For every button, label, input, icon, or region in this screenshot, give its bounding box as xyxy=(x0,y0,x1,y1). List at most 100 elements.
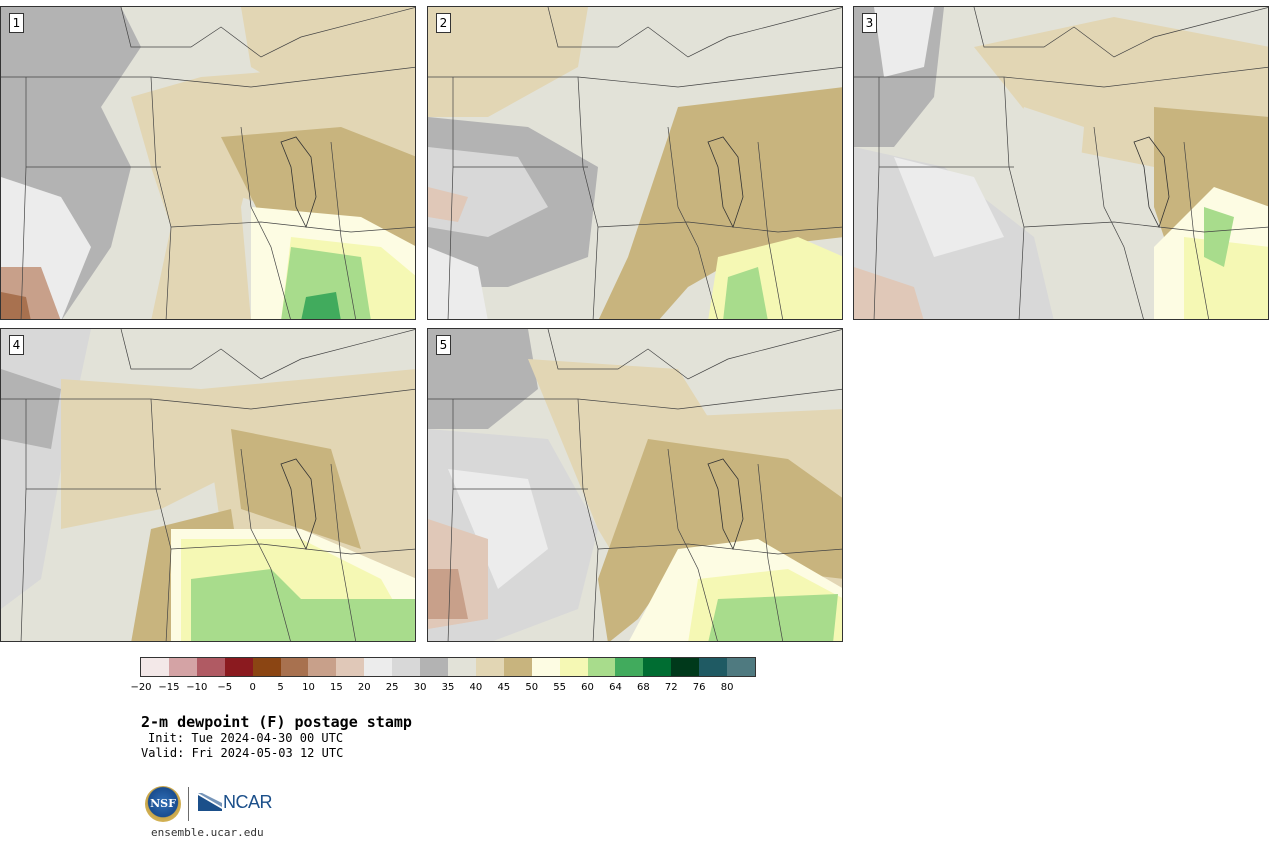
colorbar-tick-label: 50 xyxy=(525,682,539,693)
state-border xyxy=(428,388,842,410)
state-border xyxy=(240,126,291,319)
colorbar-tick-label: 20 xyxy=(357,682,371,693)
dewpoint-region xyxy=(428,329,538,429)
map-panel-4: 4 xyxy=(0,328,416,642)
dewpoint-region xyxy=(894,157,1004,257)
ncar-mark-icon xyxy=(198,793,222,811)
colorbar-segment xyxy=(392,658,421,676)
dewpoint-region xyxy=(1,292,31,319)
state-border xyxy=(667,448,718,641)
colorbar-segment xyxy=(559,658,588,676)
dewpoint-region xyxy=(301,292,341,319)
colorbar xyxy=(140,657,756,677)
colorbar-segment xyxy=(475,658,504,676)
dewpoint-region xyxy=(191,569,415,641)
lake-outline xyxy=(1133,136,1170,229)
colorbar-tick-label: 35 xyxy=(441,682,455,693)
state-border xyxy=(150,398,172,641)
colorbar-segment xyxy=(447,658,476,676)
state-border xyxy=(973,7,1268,58)
dewpoint-region xyxy=(281,247,371,319)
colorbar-tick-label: 0 xyxy=(249,682,256,693)
colorbar-segment xyxy=(643,658,672,676)
state-border xyxy=(1003,76,1025,319)
colorbar-segment xyxy=(196,658,225,676)
valid-time: Valid: Fri 2024-05-03 12 UTC xyxy=(141,746,344,760)
dewpoint-region xyxy=(723,267,768,319)
colorbar-segment xyxy=(727,658,755,676)
dewpoint-map xyxy=(854,7,1268,319)
colorbar-segment xyxy=(615,658,644,676)
dewpoint-map xyxy=(1,7,415,319)
dewpoint-map xyxy=(1,329,415,641)
colorbar-tick-label: −20 xyxy=(130,682,152,693)
colorbar-tick-label: 40 xyxy=(469,682,483,693)
state-border xyxy=(240,448,291,641)
state-border xyxy=(330,463,356,641)
state-border xyxy=(577,76,599,319)
dewpoint-region xyxy=(428,7,588,117)
dewpoint-region xyxy=(428,247,488,319)
colorbar-tick-label: 76 xyxy=(692,682,706,693)
state-border xyxy=(330,141,356,319)
footer-url: ensemble.ucar.edu xyxy=(151,826,264,839)
panel-number-label: 4 xyxy=(9,335,24,355)
colorbar-segment xyxy=(420,658,448,676)
colorbar-tick-label: 72 xyxy=(664,682,678,693)
colorbar-segment xyxy=(252,658,281,676)
colorbar-segment xyxy=(280,658,309,676)
colorbar-segment xyxy=(531,658,560,676)
map-panel-2: 2 xyxy=(427,6,843,320)
state-border xyxy=(577,398,599,641)
dewpoint-region xyxy=(854,267,924,319)
dewpoint-region xyxy=(61,379,241,529)
dewpoint-region xyxy=(1004,107,1084,237)
colorbar-segment xyxy=(224,658,253,676)
dewpoint-region xyxy=(874,7,934,77)
colorbar-tick-label: 64 xyxy=(609,682,622,693)
colorbar-tick-labels: −20 −15 −10 −5 0 5 10 15 20 25 30 35 40 45 50 55 60 64 68 7… xyxy=(130,682,755,696)
colorbar-segment xyxy=(364,658,393,676)
logo-divider xyxy=(188,787,189,821)
ncar-wordmark: NCAR xyxy=(223,791,273,812)
chart-title: 2-m dewpoint (F) postage stamp xyxy=(141,713,412,731)
dewpoint-region xyxy=(1,369,61,449)
lake-outline xyxy=(707,136,744,229)
colorbar-segment xyxy=(308,658,337,676)
colorbar-tick-label: −15 xyxy=(158,682,180,693)
dewpoint-map xyxy=(428,329,842,641)
colorbar-tick-label: 68 xyxy=(636,682,650,693)
state-border xyxy=(757,141,783,319)
dewpoint-region xyxy=(428,569,468,619)
state-border xyxy=(854,66,1268,88)
colorbar-segment xyxy=(699,658,728,676)
dewpoint-region xyxy=(598,87,842,319)
map-panel-5: 5 xyxy=(427,328,843,642)
ncar-logo: NCAR xyxy=(198,791,273,813)
state-border xyxy=(1183,141,1209,319)
panel-number-label: 3 xyxy=(862,13,877,33)
dewpoint-region xyxy=(1204,207,1234,267)
colorbar-tick-label: 45 xyxy=(497,682,511,693)
state-border xyxy=(150,76,172,319)
dewpoint-region xyxy=(598,439,842,641)
state-border xyxy=(1093,126,1144,319)
panel-number-label: 5 xyxy=(436,335,451,355)
colorbar-tick-label: −10 xyxy=(186,682,208,693)
colorbar-tick-label: 80 xyxy=(720,682,734,693)
lake-outline xyxy=(707,458,744,551)
state-border xyxy=(1,388,415,410)
colorbar-tick-label: 10 xyxy=(302,682,315,693)
dewpoint-region xyxy=(708,594,838,641)
lake-outline xyxy=(280,458,317,551)
state-border xyxy=(120,329,415,380)
dewpoint-map xyxy=(428,7,842,319)
colorbar-tick-label: 30 xyxy=(413,682,427,693)
panel-number-label: 1 xyxy=(9,13,24,33)
colorbar-tick-label: −5 xyxy=(217,682,233,693)
colorbar-tick-label: 15 xyxy=(329,682,343,693)
colorbar-segment xyxy=(503,658,532,676)
colorbar-tick-label: 5 xyxy=(277,682,284,693)
dewpoint-region xyxy=(448,469,548,589)
state-border xyxy=(757,463,783,641)
